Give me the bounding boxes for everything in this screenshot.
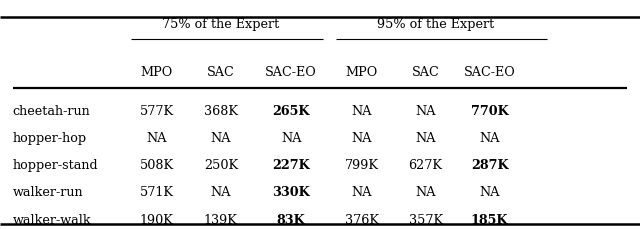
Text: NA: NA xyxy=(415,132,436,144)
Text: NA: NA xyxy=(351,132,372,144)
Text: SAC: SAC xyxy=(207,66,235,79)
Text: NA: NA xyxy=(415,186,436,199)
Text: NA: NA xyxy=(415,105,436,117)
Text: 250K: 250K xyxy=(204,159,238,172)
Text: NA: NA xyxy=(479,132,500,144)
Text: MPO: MPO xyxy=(141,66,173,79)
Text: 185K: 185K xyxy=(471,213,508,226)
Text: 376K: 376K xyxy=(344,213,379,226)
Text: cheetah-run: cheetah-run xyxy=(13,105,90,117)
Text: walker-run: walker-run xyxy=(13,186,83,199)
Text: NA: NA xyxy=(479,186,500,199)
Text: 227K: 227K xyxy=(273,159,310,172)
Text: NA: NA xyxy=(211,186,231,199)
Text: 627K: 627K xyxy=(408,159,443,172)
Text: 265K: 265K xyxy=(273,105,310,117)
Text: NA: NA xyxy=(211,132,231,144)
Text: 571K: 571K xyxy=(140,186,174,199)
Text: 577K: 577K xyxy=(140,105,174,117)
Text: MPO: MPO xyxy=(346,66,378,79)
Text: 139K: 139K xyxy=(204,213,237,226)
Text: 83K: 83K xyxy=(277,213,305,226)
Text: 75% of the Expert: 75% of the Expert xyxy=(162,18,280,30)
Text: NA: NA xyxy=(351,105,372,117)
Text: SAC-EO: SAC-EO xyxy=(464,66,515,79)
Text: 508K: 508K xyxy=(140,159,174,172)
Text: 190K: 190K xyxy=(140,213,173,226)
Text: NA: NA xyxy=(147,132,167,144)
Text: 799K: 799K xyxy=(344,159,379,172)
Text: SAC: SAC xyxy=(412,66,440,79)
Text: 330K: 330K xyxy=(273,186,310,199)
Text: 770K: 770K xyxy=(471,105,508,117)
Text: NA: NA xyxy=(281,132,301,144)
Text: 287K: 287K xyxy=(471,159,508,172)
Text: 95% of the Expert: 95% of the Expert xyxy=(376,18,494,30)
Text: SAC-EO: SAC-EO xyxy=(266,66,317,79)
Text: walker-walk: walker-walk xyxy=(13,213,92,226)
Text: hopper-stand: hopper-stand xyxy=(13,159,99,172)
Text: NA: NA xyxy=(351,186,372,199)
Text: hopper-hop: hopper-hop xyxy=(13,132,87,144)
Text: 357K: 357K xyxy=(408,213,443,226)
Text: 368K: 368K xyxy=(204,105,238,117)
